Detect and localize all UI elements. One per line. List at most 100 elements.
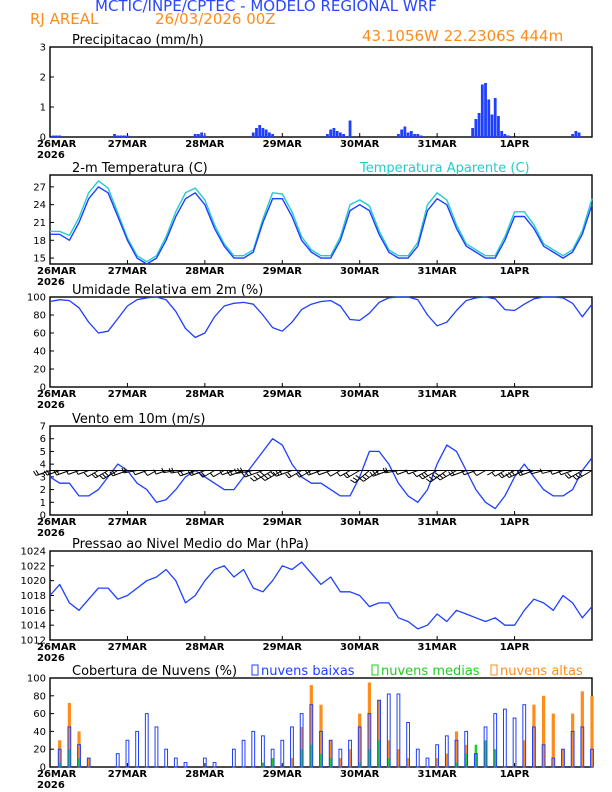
wind-barb-feather <box>473 471 478 476</box>
cloud-mid-bar <box>368 749 371 767</box>
panel-title: 2-m Temperatura (C) <box>72 161 208 176</box>
cloud-low-bar <box>473 753 478 768</box>
wind-barb-feather <box>190 470 195 475</box>
precip-bar <box>58 135 62 137</box>
cloud-low-bar <box>541 744 546 768</box>
cloud-low-bar <box>483 726 488 768</box>
y-tick-label: 1016 <box>21 606 46 617</box>
wind-barb-feather <box>315 470 320 476</box>
y-tick-label: 1022 <box>21 561 46 572</box>
wind-barb-feather <box>123 467 127 473</box>
wind-barb-feather <box>491 471 496 477</box>
cloud-high-bar <box>87 758 91 767</box>
wind-barb-feather <box>412 472 418 478</box>
cloud-high-bar <box>406 758 410 767</box>
precip-bar <box>503 134 507 137</box>
cloud-low-bar <box>522 704 527 768</box>
wind-barb-feather <box>171 467 175 473</box>
cloud-mid-bar <box>329 758 332 767</box>
cloud-low-bar <box>115 753 120 768</box>
cloud-high-bar <box>551 713 555 767</box>
cloud-mid-bar <box>319 753 323 767</box>
cloud-low-bar <box>512 717 517 768</box>
y-tick-label: 100 <box>27 293 46 304</box>
cloud-legend-label: nuvens baixas <box>261 664 355 679</box>
cloud-low-bar <box>406 722 411 768</box>
wind-barb <box>134 470 147 476</box>
precip-bar <box>267 132 271 137</box>
x-tick-label: 26MAR <box>37 769 77 780</box>
wind-barb-feather <box>287 472 292 477</box>
precip-bar <box>471 128 475 137</box>
y-tick-label: 0 <box>40 133 46 144</box>
wind-barb-feather <box>508 472 513 477</box>
wind-barb-feather <box>539 468 543 474</box>
wind-barb-feather <box>364 473 370 478</box>
x-tick-label: 30MAR <box>340 769 380 780</box>
wind-barb-feather <box>461 470 465 476</box>
wind-barb-feather <box>75 469 79 475</box>
wind-barb-feather <box>372 470 377 476</box>
cloud-legend-swatch <box>371 664 379 676</box>
cloud-mid-bar <box>271 758 274 767</box>
cloud-low-bar <box>154 726 159 768</box>
wind-barb-feather <box>577 472 583 477</box>
precip-bar <box>406 132 410 137</box>
cloud-low-bar <box>561 748 565 768</box>
x-tick-label: 31MAR <box>417 517 457 528</box>
y-tick-label: 20 <box>33 745 46 756</box>
x-tick-label: 29MAR <box>263 642 303 653</box>
cloud-low-bar <box>86 757 91 768</box>
wind-barb-feather <box>336 471 341 477</box>
wind-barb-feather <box>201 471 206 477</box>
precip-bar <box>574 131 578 137</box>
y-tick-label: 0 <box>40 763 46 774</box>
x-tick-label: 26MAR <box>37 266 77 277</box>
precip-bar <box>409 131 413 137</box>
y-tick-label: 3 <box>40 43 46 54</box>
wind-barb-feather <box>428 476 434 481</box>
precip-bar <box>416 134 420 137</box>
precip-bar <box>258 125 262 137</box>
y-tick-label: 80 <box>33 311 46 322</box>
x-tick-label: 27MAR <box>108 642 148 653</box>
wind-barb-feather <box>153 469 157 475</box>
precip-bar <box>577 132 581 137</box>
precip-bar <box>51 135 55 137</box>
cloud-mid-bar <box>377 740 381 767</box>
x-tick-label: 30MAR <box>340 266 380 277</box>
wind-barb <box>576 470 593 480</box>
cloud-legend-swatch <box>490 664 498 676</box>
cloud-high-bar <box>338 758 342 767</box>
cloud-high-bar <box>58 740 62 767</box>
cloud-high-bar <box>319 704 323 767</box>
wind-barb-feather <box>237 467 241 474</box>
x-tick-label: 27MAR <box>108 389 148 400</box>
x-tick-label: 27MAR <box>108 769 148 780</box>
cloud-low-bar <box>415 748 420 768</box>
precip-bar <box>403 126 407 137</box>
wind-barb-feather <box>241 472 246 478</box>
wind-barb-feather <box>385 467 388 473</box>
x-tick-label: 31MAR <box>417 139 457 150</box>
x-tick-label: 1APR <box>500 769 530 780</box>
cloud-low-bar <box>435 744 440 768</box>
x-year-label: 2026 <box>37 150 65 161</box>
wind-barb <box>87 470 99 478</box>
wind-barb-feather <box>260 476 266 481</box>
wind-barb-feather <box>168 468 172 474</box>
x-tick-label: 28MAR <box>185 139 225 150</box>
cloud-low-bar <box>57 748 62 768</box>
precip-bar <box>413 134 416 137</box>
cloud-high-bar <box>580 691 584 767</box>
cloud-low-bar <box>183 762 188 768</box>
wind-barb-feather <box>418 474 423 480</box>
y-tick-label: 20 <box>33 365 46 376</box>
cloud-low-bar <box>464 730 469 768</box>
wind-barb-feather <box>91 473 96 479</box>
precip-bar <box>197 134 200 137</box>
x-tick-label: 28MAR <box>185 769 225 780</box>
precip-bar <box>477 113 481 137</box>
cloud-low-bar <box>212 762 217 768</box>
x-tick-label: 26MAR <box>37 517 77 528</box>
